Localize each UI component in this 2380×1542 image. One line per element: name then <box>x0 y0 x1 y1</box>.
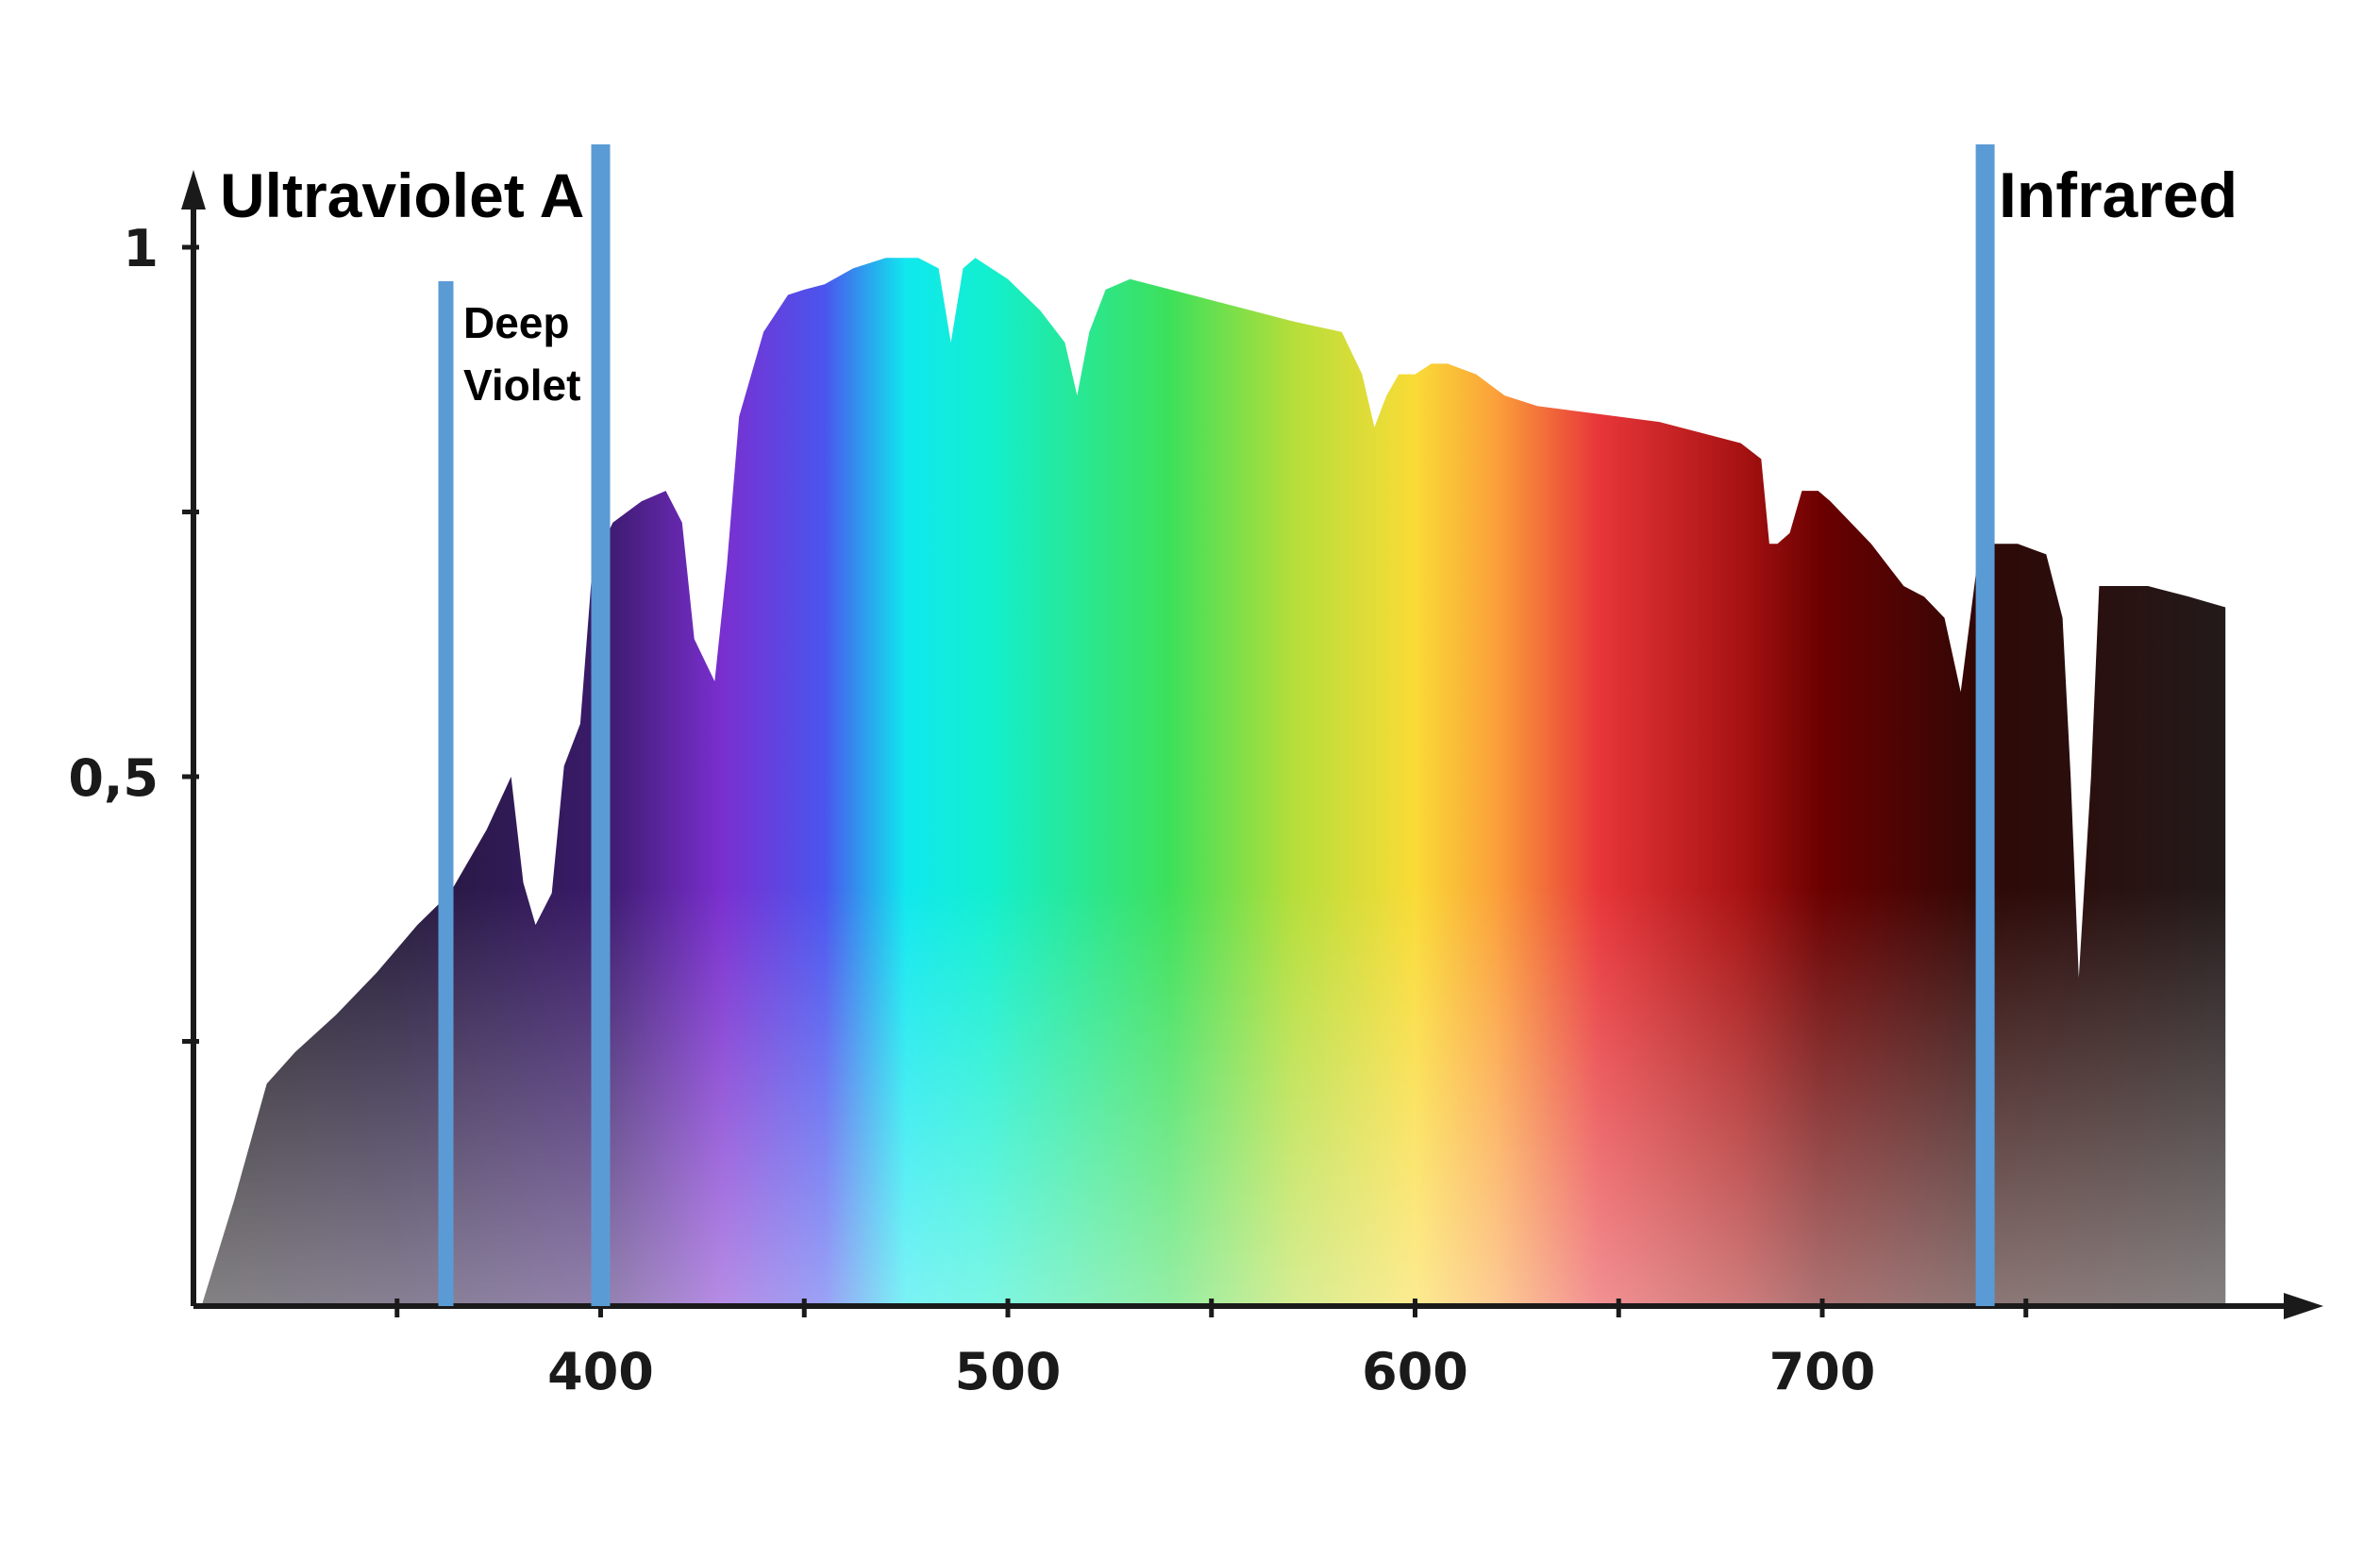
region-markers <box>438 144 1995 1306</box>
x-tick-label: 600 <box>1362 1342 1468 1401</box>
x-tick-label: 700 <box>1769 1342 1876 1401</box>
marker-label-deep-violet-line: Deep <box>463 298 569 347</box>
x-tick-label: 500 <box>955 1342 1062 1401</box>
marker-label-infrared: Infrared <box>1999 159 2238 231</box>
marker-label-deep-violet-line: Violet <box>463 360 580 410</box>
axes <box>181 170 2323 1319</box>
labels: 400 500 600 700 0,5 1 Deep Violet Ultraviolet A I… <box>68 159 2238 1401</box>
marker-label-ultraviolet-a: Ultraviolet A <box>220 160 584 230</box>
y-tick-label: 1 <box>123 219 159 278</box>
y-axis-arrow <box>181 170 206 210</box>
spectrum-area-layer <box>201 258 2226 1307</box>
y-tick-label: 0,5 <box>68 748 159 808</box>
marker-line-infrared <box>1975 144 1995 1306</box>
marker-line-ultraviolet-a <box>591 144 611 1306</box>
spectrum-area-fade <box>201 258 2226 1307</box>
marker-line-deep-violet <box>438 281 454 1306</box>
x-tick-label: 400 <box>547 1342 654 1401</box>
x-axis-arrow <box>2284 1293 2323 1319</box>
